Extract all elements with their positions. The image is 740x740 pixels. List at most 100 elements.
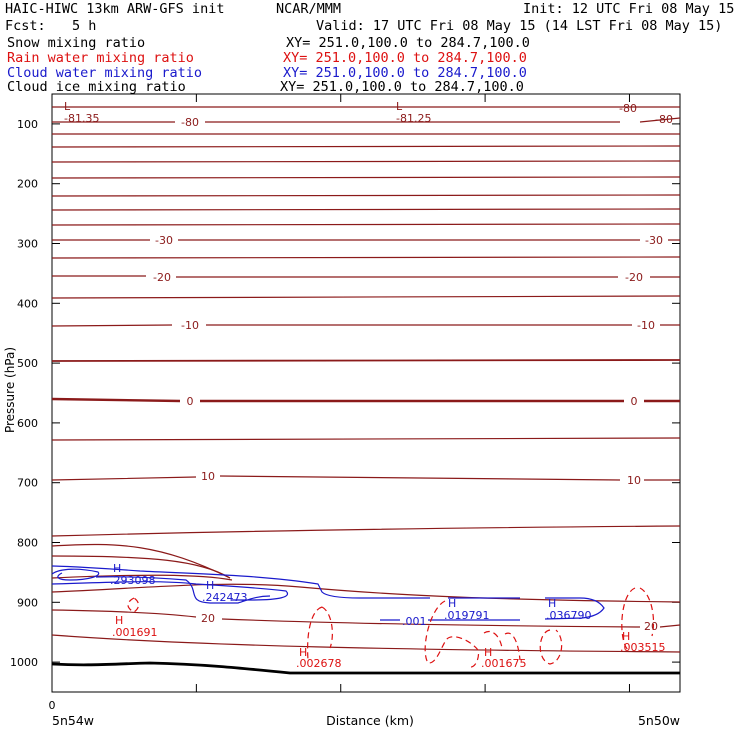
y-tick-label: 100: [17, 118, 38, 131]
y-tick-label: 600: [17, 417, 38, 430]
isotherm-line: [51, 256, 681, 259]
isotherm-line: [51, 609, 681, 628]
low-mark: L: [64, 100, 71, 113]
isotherm-label: 10: [201, 470, 215, 483]
isotherm-label: 20: [644, 620, 658, 633]
cloud-water-contour: [95, 576, 271, 604]
cloud-water-high-value: .036790: [546, 609, 592, 622]
cloud-water-high-mark: H: [113, 562, 121, 575]
isotherm-line: [51, 525, 681, 537]
center-title: NCAR/MMM: [276, 1, 342, 17]
cloud-water-high-value: .293098: [110, 574, 156, 587]
isotherm-line: [51, 634, 681, 653]
isotherm-line: [51, 194, 681, 197]
field-rain-name: Rain water mixing ratio: [7, 50, 194, 66]
cloud-water-contour-label: .001: [402, 615, 427, 628]
field-snow-name: Snow mixing ratio: [7, 35, 146, 51]
rain-contour: [539, 629, 563, 665]
isotherm-line: [51, 574, 233, 581]
isotherm-line: [51, 583, 681, 603]
field-cloudwater-name: Cloud water mixing ratio: [7, 65, 203, 81]
field-cloudwater-xy: XY= 251.0,100.0 to 284.7,100.0: [283, 65, 527, 81]
cloud-water-contours: [51, 565, 605, 621]
y-tick-label: 800: [17, 537, 38, 550]
isotherm-line: [51, 208, 681, 211]
isotherm-label: -20: [153, 271, 171, 284]
isotherm-line: [52, 275, 680, 278]
cloud-water-high-mark: H: [448, 597, 456, 610]
cloud-water-contour: [51, 565, 605, 620]
isotherm-label: 0: [187, 395, 194, 408]
field-cloudice-xy: XY= 251.0,100.0 to 284.7,100.0: [280, 79, 524, 95]
valid-time: Valid: 17 UTC Fri 08 May 15 (14 LST Fri …: [316, 18, 723, 34]
rain-contour: [127, 597, 140, 613]
isotherm-line: [51, 397, 680, 403]
field-cloudice-name: Cloud ice mixing ratio: [7, 79, 186, 95]
left-title: HAIC-HIWC 13km ARW-GFS init: [5, 1, 225, 17]
rain-contour: [621, 587, 655, 651]
cloud-water-high-value: .242473: [202, 591, 248, 604]
low-value: -81.35: [64, 112, 99, 125]
isotherm-label: -80: [619, 102, 637, 115]
cloud-water-contour: [51, 568, 100, 581]
rain-contour: [424, 600, 480, 668]
rain-contour: [483, 630, 521, 661]
x-first-tick: 0: [49, 699, 56, 712]
isotherm-label: 10: [627, 474, 641, 487]
rain-high-value: .001675: [481, 657, 527, 670]
y-axis-title: Pressure (hPa): [3, 347, 17, 433]
temperature-contours: [51, 106, 681, 653]
x-left-endpoint: 5n54w: [52, 713, 94, 728]
y-tick-label: 900: [17, 596, 38, 609]
isotherm-label: -80: [181, 116, 199, 129]
rain-contour: [307, 606, 333, 661]
isotherm-line: [51, 555, 231, 579]
isotherm-label: -10: [181, 319, 199, 332]
field-snow-xy: XY= 251.0,100.0 to 284.7,100.0: [286, 35, 530, 51]
isotherm-line: [51, 223, 681, 226]
low-mark: L: [396, 100, 403, 113]
isotherm-line: [51, 176, 681, 179]
isotherm-label: -10: [637, 319, 655, 332]
isotherm-label: 20: [201, 612, 215, 625]
isotherm-line: [51, 543, 231, 579]
y-tick-label: 500: [17, 357, 38, 370]
field-rain-xy: XY= 251.0,100.0 to 284.7,100.0: [283, 50, 527, 66]
isotherm-line: [51, 145, 681, 148]
cloud-water-high-mark: H: [206, 579, 214, 592]
isotherm-line: [51, 475, 680, 481]
rain-high-mark: H: [484, 646, 492, 659]
rain-high-value: .002678: [296, 657, 342, 670]
isotherm-line: [52, 117, 681, 123]
isotherm-label: -80: [655, 113, 673, 126]
isotherm-line: [51, 295, 681, 299]
isotherm-label: -20: [625, 271, 643, 284]
plot-frame: [51, 93, 681, 693]
isotherm-line: [51, 359, 681, 362]
low-value: -81.25: [396, 112, 431, 125]
rain-high-mark: H: [115, 614, 123, 627]
rain-high-mark: H: [299, 646, 307, 659]
x-right-endpoint: 5n50w: [638, 713, 680, 728]
rain-high-value: .001691: [112, 626, 158, 639]
x-axis: [51, 94, 630, 692]
cloud-water-high-mark: H: [548, 597, 556, 610]
rain-high-mark: H: [622, 630, 630, 643]
isotherm-line: [51, 437, 681, 441]
isotherm-label: 0: [631, 395, 638, 408]
x-axis-title: Distance (km): [326, 713, 414, 728]
fcst-label: Fcst:: [5, 18, 46, 34]
init-time: Init: 12 UTC Fri 08 May 15: [523, 1, 735, 17]
isotherm-label: -30: [645, 234, 663, 247]
y-tick-label: 400: [17, 297, 38, 310]
cloud-water-high-value: .019791: [444, 609, 490, 622]
fcst-value: 5 h: [72, 18, 97, 34]
rain-high-value: .003515: [620, 641, 666, 654]
y-tick-label: 1000: [10, 656, 38, 669]
terrain-line: [51, 661, 680, 675]
isotherm-line: [51, 324, 680, 327]
cloud-water-contour: [51, 581, 289, 601]
isotherm-label: -30: [155, 234, 173, 247]
